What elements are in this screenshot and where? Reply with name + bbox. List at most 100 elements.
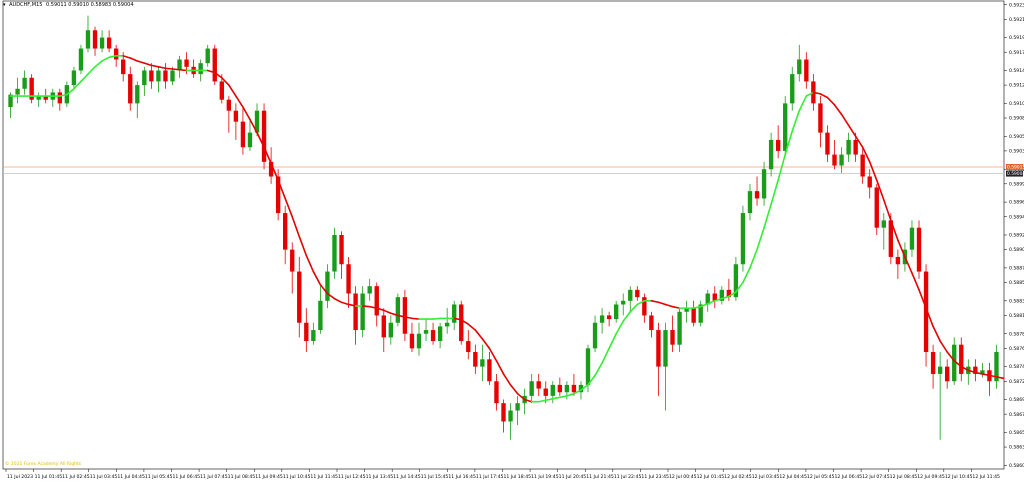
candle-body bbox=[487, 359, 492, 382]
candle-body bbox=[642, 297, 647, 316]
ma-segment bbox=[453, 317, 463, 321]
candle-body bbox=[353, 293, 358, 331]
candle-body bbox=[578, 384, 584, 393]
ma-segment bbox=[333, 297, 343, 304]
ma-segment bbox=[551, 396, 561, 400]
ma-segment bbox=[953, 359, 963, 368]
candle-body bbox=[691, 308, 696, 323]
candle-body bbox=[409, 333, 415, 349]
time-tick-label: 11 Jul 20:45 bbox=[559, 474, 587, 480]
ma-segment bbox=[657, 301, 667, 306]
ma-segment bbox=[995, 376, 1005, 380]
ma-segment bbox=[735, 281, 744, 293]
ma-segment bbox=[150, 64, 160, 68]
candle-body bbox=[959, 344, 964, 374]
ma-segment bbox=[960, 365, 970, 372]
candle-body bbox=[606, 315, 612, 320]
ma-segment bbox=[397, 314, 406, 318]
candle-body bbox=[78, 48, 84, 71]
chart-menu-icon[interactable]: ▾ bbox=[3, 2, 6, 8]
candle-body bbox=[106, 37, 112, 49]
candle-body bbox=[184, 59, 189, 67]
ma-segment bbox=[340, 301, 350, 306]
candle-body bbox=[142, 70, 147, 86]
candle-body bbox=[254, 110, 260, 133]
price-tick-label: 0.58875 bbox=[1009, 266, 1024, 272]
candle-body bbox=[670, 330, 675, 345]
candle-body bbox=[677, 311, 682, 345]
ma-segment bbox=[220, 76, 230, 86]
time-tick-label: 12 Jul 07:45 bbox=[862, 474, 890, 480]
price-tick-label: 0.58990 bbox=[1009, 181, 1024, 187]
time-tick-label: 12 Jul 06:45 bbox=[835, 474, 863, 480]
ma-segment bbox=[932, 325, 941, 342]
candle-body bbox=[85, 30, 91, 49]
candle-body bbox=[233, 110, 239, 122]
ma-segment bbox=[460, 319, 470, 326]
candle-body bbox=[92, 30, 98, 49]
time-tick-label: 11 Jul 05:45 bbox=[145, 474, 173, 480]
time-tick-label: 11 Jul 13:45 bbox=[366, 474, 394, 480]
candle-body bbox=[261, 110, 267, 162]
candle-body bbox=[452, 304, 457, 323]
symbol-label: AUDCHF,M15 bbox=[9, 2, 43, 8]
candle-body bbox=[550, 384, 555, 396]
time-tick-label: 12 Jul 01:45 bbox=[697, 474, 725, 480]
ma-segment bbox=[974, 371, 984, 375]
ma-segment bbox=[361, 305, 371, 308]
price-tick-label: 0.59215 bbox=[1009, 17, 1024, 23]
price-tick-label: 0.58900 bbox=[1009, 247, 1024, 253]
candle-body bbox=[8, 94, 13, 108]
candle-body bbox=[592, 322, 598, 349]
candle-body bbox=[156, 70, 161, 82]
ma-segment bbox=[509, 384, 519, 395]
candle-body bbox=[459, 304, 464, 342]
candle-body bbox=[290, 249, 295, 272]
candle-body bbox=[818, 103, 823, 133]
candle-body bbox=[240, 121, 246, 148]
bid-price-tag-label: 0.59013 bbox=[1007, 165, 1024, 171]
candle-body bbox=[304, 322, 309, 342]
candle-body bbox=[128, 74, 133, 104]
ma-segment bbox=[728, 291, 737, 298]
price-tick-label: 0.58630 bbox=[1009, 445, 1024, 451]
moving-average-line bbox=[9, 55, 1005, 403]
price-axis: 0.59235 0.59215 0.59190 0.59170 0.59145 0.591… bbox=[1004, 2, 1024, 469]
candle-body bbox=[226, 99, 232, 111]
ma-segment bbox=[368, 305, 378, 309]
candle-body bbox=[635, 289, 640, 298]
ma-segment bbox=[305, 254, 315, 273]
ma-segment bbox=[502, 373, 512, 386]
ma-segment bbox=[749, 248, 758, 269]
ma-segment bbox=[911, 272, 920, 291]
candle-body bbox=[649, 315, 654, 331]
ma-segment bbox=[143, 62, 153, 67]
candle-body bbox=[473, 352, 478, 367]
time-tick-label: 11 Jul 04:45 bbox=[117, 474, 145, 480]
candle-body bbox=[740, 213, 746, 265]
time-tick-label: 11 Jul 19:45 bbox=[531, 474, 559, 480]
ma-segment bbox=[615, 320, 625, 335]
ma-segment bbox=[840, 113, 850, 127]
candle-body bbox=[29, 77, 34, 100]
candle-body bbox=[367, 286, 372, 294]
ask-price-tag-label: 0.59004 bbox=[1007, 171, 1024, 177]
time-tick-label: 11 Jul 14:45 bbox=[393, 474, 421, 480]
candle-body bbox=[149, 70, 154, 82]
ma-segment bbox=[80, 73, 89, 83]
candle-body bbox=[994, 352, 999, 382]
candle-body bbox=[501, 403, 506, 422]
candle-body bbox=[163, 70, 168, 82]
candle-body bbox=[754, 191, 760, 199]
candle-body bbox=[402, 297, 408, 334]
ma-segment bbox=[819, 93, 829, 99]
time-tick-label: 11 Jul 2023 bbox=[7, 474, 33, 480]
candle-body bbox=[543, 388, 548, 396]
time-tick-label: 11 Jul 23:45 bbox=[641, 474, 669, 480]
candle-body bbox=[205, 48, 210, 64]
ma-segment bbox=[129, 57, 139, 62]
price-tick-label: 0.59035 bbox=[1009, 149, 1024, 155]
